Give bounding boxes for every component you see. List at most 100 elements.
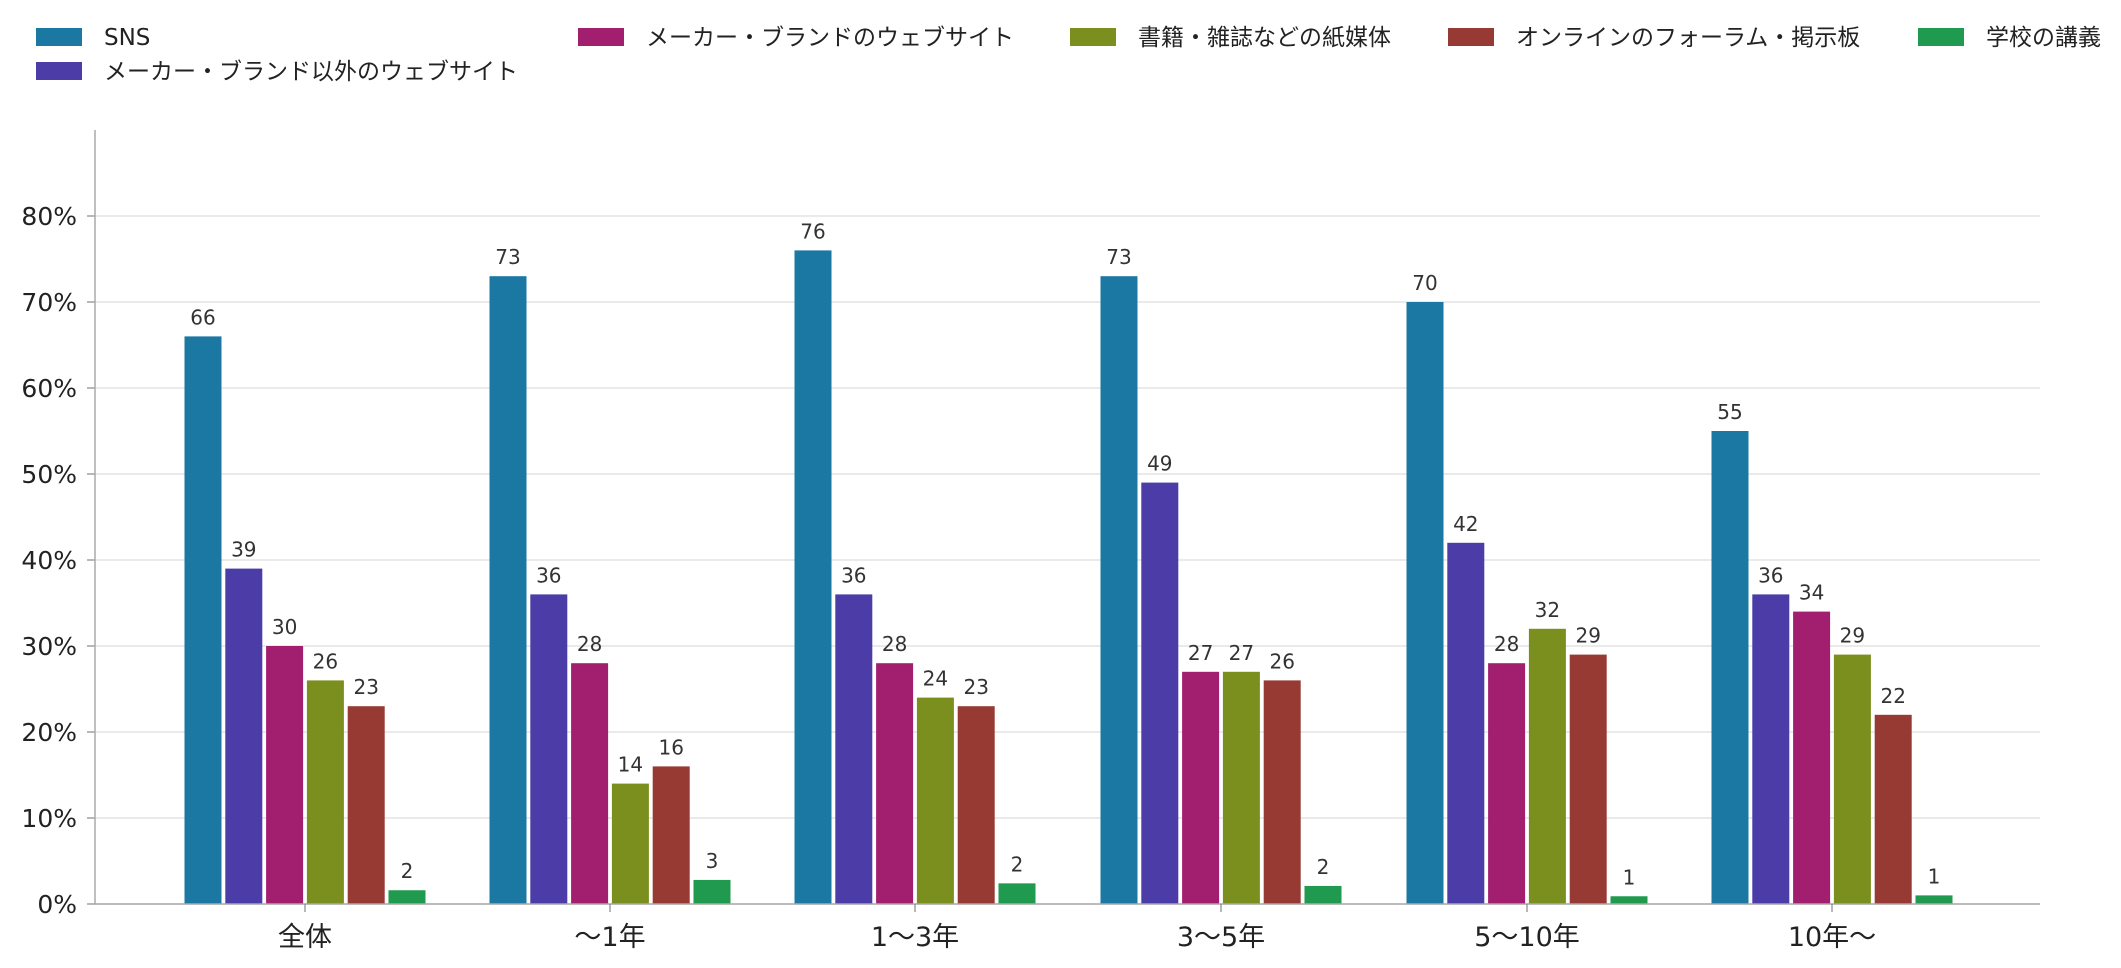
bar: [184, 336, 222, 904]
legend-swatch: [578, 28, 624, 46]
bar: [530, 594, 568, 904]
bar-value-label: 1: [1928, 864, 1941, 888]
x-tick-label: 3〜5年: [1177, 922, 1265, 953]
bar: [571, 663, 609, 904]
bar: [916, 697, 954, 904]
bar: [1304, 885, 1342, 904]
bar-value-label: 26: [313, 649, 338, 673]
bar: [1874, 714, 1912, 904]
bar-value-label: 16: [658, 735, 683, 759]
bar-value-label: 70: [1412, 271, 1437, 295]
bar-value-label: 36: [1758, 563, 1783, 587]
legend-label: メーカー・ブランドのウェブサイト: [646, 25, 1014, 51]
bar-value-label: 28: [1494, 632, 1519, 656]
bar-value-label: 66: [190, 305, 215, 329]
bar: [998, 883, 1036, 904]
bar: [266, 646, 304, 904]
bar-value-label: 73: [495, 245, 520, 269]
bar: [1528, 628, 1566, 904]
bar-value-label: 27: [1188, 641, 1213, 665]
bar-value-label: 23: [353, 675, 378, 699]
bar: [835, 594, 873, 904]
x-tick-label: 10年〜: [1788, 922, 1876, 953]
bar-value-label: 2: [1317, 855, 1330, 879]
bar-value-label: 29: [1840, 624, 1865, 648]
legend-item: SNS: [36, 25, 150, 51]
bar-value-label: 23: [963, 675, 988, 699]
bar-value-label: 73: [1106, 245, 1131, 269]
bar-value-label: 55: [1717, 400, 1742, 424]
bar: [1263, 680, 1301, 904]
bar-value-label: 24: [923, 667, 948, 691]
x-tick-label: 5〜10年: [1474, 922, 1580, 953]
legend-swatch: [1070, 28, 1116, 46]
y-tick-label: 20%: [21, 718, 77, 747]
y-tick-label: 50%: [21, 460, 77, 489]
legend-item: オンラインのフォーラム・掲示板: [1448, 25, 1860, 51]
bar: [693, 879, 731, 904]
bar: [611, 783, 649, 904]
legend-label: 書籍・雑誌などの紙媒体: [1138, 25, 1391, 51]
bar: [306, 680, 344, 904]
bar: [652, 766, 690, 904]
bar: [489, 276, 527, 904]
bar: [1833, 654, 1871, 904]
bar: [388, 890, 426, 904]
bar-value-label: 30: [272, 615, 297, 639]
y-tick-label: 30%: [21, 632, 77, 661]
bar-value-label: 39: [231, 538, 256, 562]
y-tick-label: 80%: [21, 202, 77, 231]
bar: [1488, 663, 1526, 904]
bar: [1915, 895, 1953, 904]
bar-value-label: 36: [841, 563, 866, 587]
bar-value-label: 36: [536, 563, 561, 587]
axes: 0% 10% 20% 30% 40% 50% 60% 70% 80% 全体 〜1年 1〜3年 3〜5年 5…: [21, 130, 2040, 953]
bar: [876, 663, 914, 904]
bar-value-label: 1: [1623, 865, 1636, 889]
bar-value-label: 42: [1453, 512, 1478, 536]
legend-swatch: [36, 62, 82, 80]
bar-value-label: 2: [401, 859, 414, 883]
legend-item: 書籍・雑誌などの紙媒体: [1070, 25, 1391, 51]
bar: [1793, 611, 1831, 904]
bar: [1141, 482, 1179, 904]
legend-item: 学校の講義: [1918, 25, 2101, 51]
gridlines: [95, 215, 2040, 905]
bar-value-label: 26: [1269, 649, 1294, 673]
x-tick-label: 全体: [278, 922, 332, 953]
bar-value-label: 3: [706, 849, 719, 873]
bar-value-label: 22: [1880, 684, 1905, 708]
legend-item: メーカー・ブランド以外のウェブサイト: [36, 59, 518, 85]
legend-label: メーカー・ブランド以外のウェブサイト: [104, 59, 518, 85]
bar-value-label: 49: [1147, 452, 1172, 476]
bar: [1569, 654, 1607, 904]
legend-label: オンラインのフォーラム・掲示板: [1516, 25, 1860, 51]
bar: [1610, 896, 1648, 904]
bar: [1711, 431, 1749, 904]
y-tick-label: 40%: [21, 546, 77, 575]
y-tick-label: 70%: [21, 288, 77, 317]
bar-value-label: 76: [800, 219, 825, 243]
legend-swatch: [1918, 28, 1964, 46]
bar: [1222, 671, 1260, 904]
x-tick-label: 〜1年: [574, 922, 645, 953]
bar-value-label: 32: [1535, 598, 1560, 622]
legend-label: 学校の講義: [1986, 25, 2101, 51]
bar: [1447, 542, 1485, 904]
legend-swatch: [1448, 28, 1494, 46]
legend-item: メーカー・ブランドのウェブサイト: [578, 25, 1014, 51]
bar-value-label: 2: [1011, 852, 1024, 876]
bar: [347, 706, 385, 904]
bar: [1752, 594, 1790, 904]
bar: [1100, 276, 1138, 904]
bar-value-label: 28: [577, 632, 602, 656]
bar: [1406, 302, 1444, 904]
legend-label: SNS: [104, 25, 150, 51]
bar-value-label: 34: [1799, 581, 1824, 605]
y-tick-label: 0%: [37, 890, 77, 919]
bar: [1182, 671, 1220, 904]
bar-value-label: 28: [882, 632, 907, 656]
x-tick-label: 1〜3年: [871, 922, 959, 953]
